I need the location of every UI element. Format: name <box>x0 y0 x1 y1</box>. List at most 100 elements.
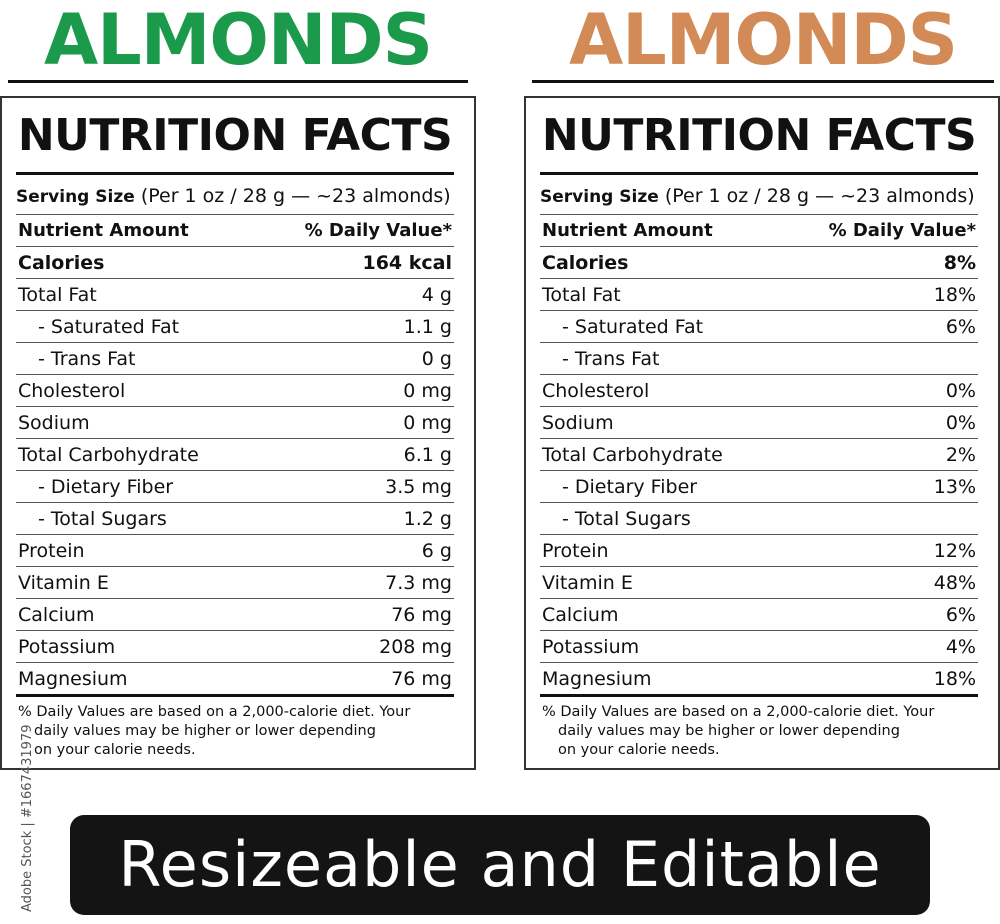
nutrition-heading: NUTRITION FACTS <box>541 110 977 161</box>
nutrient-name: - Saturated Fat <box>540 310 781 343</box>
table-header: Nutrient Amount % Daily Value* <box>16 214 454 247</box>
footnote: % Daily Values are based on a 2,000-calo… <box>16 703 454 760</box>
nutrient-name: Total Carbohydrate <box>16 438 257 471</box>
table-row: Magnesium 76 mg <box>16 662 454 697</box>
nutrient-name: Total Fat <box>16 278 257 311</box>
nutrient-name: - Dietary Fiber <box>540 470 781 503</box>
table-row: Vitamin E 48% <box>540 566 978 599</box>
nutrient-value: 12% <box>780 534 978 567</box>
nutrient-name: Protein <box>540 534 781 567</box>
nutrient-value: 2% <box>780 438 978 471</box>
table-row: - Total Sugars 1.2 g <box>16 502 454 535</box>
nutrient-value: 208 mg <box>256 630 454 663</box>
serving-size: Serving Size (Per 1 oz / 28 g — ~23 almo… <box>16 181 454 212</box>
serving-size-label: Serving Size <box>16 187 135 207</box>
nutrient-value: 0 mg <box>256 406 454 439</box>
nutrient-name: - Total Sugars <box>540 502 781 535</box>
serving-size-value: (Per 1 oz / 28 g — ~23 almonds) <box>664 185 975 207</box>
nutrient-value: 76 mg <box>256 662 454 697</box>
table-row: - Dietary Fiber 13% <box>540 470 978 503</box>
table-row: - Trans Fat 0 g <box>16 342 454 375</box>
table-row: Calories 8% <box>540 246 978 279</box>
nutrient-name: Total Carbohydrate <box>540 438 781 471</box>
label-title: ALMONDS <box>43 0 433 81</box>
nutrient-name: Sodium <box>16 406 257 439</box>
nutrient-name: Sodium <box>540 406 781 439</box>
table-row: Potassium 4% <box>540 630 978 663</box>
nutrient-value: 164 kcal <box>256 246 454 279</box>
nutrient-name: Vitamin E <box>540 566 781 599</box>
table-row: Vitamin E 7.3 mg <box>16 566 454 599</box>
table-row: - Saturated Fat 1.1 g <box>16 310 454 343</box>
nutrient-name: Calcium <box>16 598 257 631</box>
nutrient-name: - Trans Fat <box>16 342 257 375</box>
nutrient-value: 13% <box>780 470 978 503</box>
nutrient-name: - Dietary Fiber <box>16 470 257 503</box>
table-row: Calcium 6% <box>540 598 978 631</box>
footnote-line: on your calorie needs. <box>558 742 720 758</box>
table-row: Total Fat 18% <box>540 278 978 311</box>
footnote: % Daily Values are based on a 2,000-calo… <box>540 703 978 760</box>
footnote-line: % Daily Values are based on a 2,000-calo… <box>542 704 935 720</box>
title-divider <box>8 80 468 83</box>
heading-divider <box>16 172 454 175</box>
nutrient-value: 6 g <box>256 534 454 567</box>
nutrient-value: 0 mg <box>256 374 454 407</box>
stock-id-watermark: Adobe Stock | #1667431979 <box>8 682 35 912</box>
nutrient-name: Potassium <box>16 630 257 663</box>
table-row: Calories 164 kcal <box>16 246 454 279</box>
nutrient-name: Potassium <box>540 630 781 663</box>
table-row: Total Carbohydrate 2% <box>540 438 978 471</box>
nutrient-name: Cholesterol <box>16 374 257 407</box>
nutrient-name: - Saturated Fat <box>16 310 257 343</box>
nutrient-name: Magnesium <box>540 662 781 697</box>
nutrient-value: 6.1 g <box>256 438 454 471</box>
serving-size: Serving Size (Per 1 oz / 28 g — ~23 almo… <box>540 181 978 212</box>
nutrient-name: Protein <box>16 534 257 567</box>
nutrient-value: 1.1 g <box>256 310 454 343</box>
col-nutrient-header: Nutrient Amount <box>16 214 257 247</box>
nutrient-table: Nutrient Amount % Daily Value* Calories 8… <box>540 214 978 697</box>
table-row: Cholesterol 0% <box>540 374 978 407</box>
table-row: Magnesium 18% <box>540 662 978 697</box>
table-row: - Saturated Fat 6% <box>540 310 978 343</box>
table-row: Potassium 208 mg <box>16 630 454 663</box>
table-row: Total Carbohydrate 6.1 g <box>16 438 454 471</box>
table-row: Protein 12% <box>540 534 978 567</box>
nutrient-value: 0% <box>780 406 978 439</box>
nutrient-value: 3.5 mg <box>256 470 454 503</box>
nutrient-value: 18% <box>780 278 978 311</box>
footnote-line: daily values may be higher or lower depe… <box>34 723 376 739</box>
table-row: Cholesterol 0 mg <box>16 374 454 407</box>
nutrient-table: Nutrient Amount % Daily Value* Calories 1… <box>16 214 454 697</box>
nutrient-name: Vitamin E <box>16 566 257 599</box>
footnote-line: on your calorie needs. <box>34 742 196 758</box>
nutrient-value <box>780 342 978 375</box>
nutrient-value: 6% <box>780 310 978 343</box>
nutrient-name: Calcium <box>540 598 781 631</box>
label-right: ALMONDS NUTRITION FACTS Serving Size (Pe… <box>524 0 1000 770</box>
nutrient-value: 0 g <box>256 342 454 375</box>
nutrition-heading: NUTRITION FACTS <box>17 110 453 161</box>
table-row: Protein 6 g <box>16 534 454 567</box>
table-row: Calcium 76 mg <box>16 598 454 631</box>
resizeable-banner: Resizeable and Editable <box>70 815 930 915</box>
serving-size-value: (Per 1 oz / 28 g — ~23 almonds) <box>140 185 451 207</box>
stock-id-text: Adobe Stock | #1667431979 <box>20 724 35 912</box>
nutrient-value: 18% <box>780 662 978 697</box>
nutrient-value: 1.2 g <box>256 502 454 535</box>
nutrient-name: - Trans Fat <box>540 342 781 375</box>
table-row: - Trans Fat <box>540 342 978 375</box>
serving-size-label: Serving Size <box>540 187 659 207</box>
nutrient-name: - Total Sugars <box>16 502 257 535</box>
title-divider <box>532 80 994 83</box>
nutrient-name: Cholesterol <box>540 374 781 407</box>
table-row: - Dietary Fiber 3.5 mg <box>16 470 454 503</box>
nutrient-value: 7.3 mg <box>256 566 454 599</box>
table-row: Sodium 0 mg <box>16 406 454 439</box>
nutrition-panel: NUTRITION FACTS Serving Size (Per 1 oz /… <box>0 96 476 770</box>
nutrient-value: 4% <box>780 630 978 663</box>
col-nutrient-header: Nutrient Amount <box>540 214 781 247</box>
nutrient-value: 0% <box>780 374 978 407</box>
col-value-header: % Daily Value* <box>780 214 978 247</box>
